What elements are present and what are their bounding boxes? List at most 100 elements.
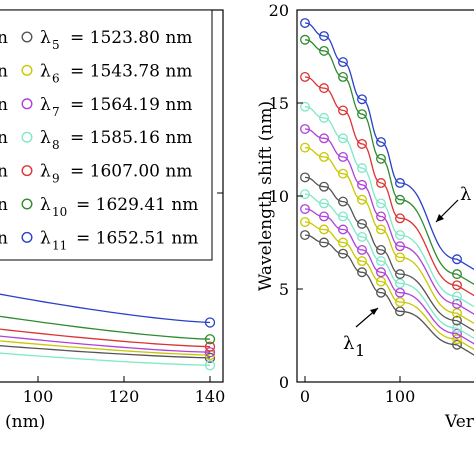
right-data-point-10 [319, 45, 329, 56]
right-data-point-6 [338, 168, 348, 179]
legend-value-8: = 1585.16 nm [70, 128, 192, 148]
legend-sub-10: 10 [52, 205, 67, 219]
right-data-point-9 [300, 72, 310, 82]
legend-sub-7: 7 [52, 105, 60, 119]
left-series-line-8 [0, 352, 211, 366]
right-data-point-4 [376, 256, 386, 267]
right-data-point-8 [357, 163, 367, 174]
right-data-point-11 [357, 94, 367, 105]
right-data-point-6 [357, 194, 367, 205]
right-data-point-8 [395, 230, 405, 241]
right-y-tick-label: 0 [279, 373, 289, 392]
right-x-ticks: 0 100 [300, 376, 415, 406]
right-data-point-4 [300, 189, 310, 200]
right-data-point-10 [338, 72, 348, 82]
right-data-point-5 [376, 244, 386, 255]
right-data-point-11 [338, 57, 348, 68]
legend-sub-6: 6 [52, 71, 60, 85]
legend-marker-11 [21, 231, 33, 243]
right-data-point-8 [319, 112, 329, 123]
left-series-line-5 [0, 345, 211, 359]
right-y-tick-label: 20 [269, 1, 289, 20]
right-data-point-2 [452, 334, 462, 345]
annotation-lambda-1: λ 1 [343, 307, 379, 360]
right-data-point-7 [300, 124, 310, 134]
left-series-line-9 [0, 328, 211, 348]
left-series-line-11 [0, 293, 211, 324]
left-x-tick-label: 120 [109, 387, 140, 406]
legend-sub-11: 11 [52, 238, 67, 252]
right-data-point-8 [338, 133, 348, 144]
right-x-tick-label: 100 [385, 387, 416, 406]
right-data-point-2 [319, 224, 329, 235]
right-series-line-11 [304, 22, 474, 271]
right-data-point-9 [452, 280, 462, 291]
legend-value-7: = 1564.19 nm [70, 95, 192, 115]
right-data-point-1 [319, 237, 329, 248]
legend-sub-8: 8 [52, 138, 60, 152]
right-data-point-1 [452, 339, 462, 350]
annotation-lambda-11: λ [435, 184, 471, 223]
left-x-axis-label: (nm) [5, 412, 45, 432]
right-data-point-1 [376, 287, 386, 298]
legend-value-5: = 1523.80 nm [70, 28, 192, 48]
right-data-point-11 [319, 31, 329, 41]
right-data-point-4 [319, 198, 329, 209]
legend-marker-9 [21, 165, 33, 177]
left-data-point-11 [204, 317, 216, 328]
legend-value-9: = 1607.00 nm [70, 162, 192, 182]
right-data-point-11 [376, 137, 386, 148]
right-data-point-3 [452, 328, 462, 339]
left-data-point-7 [204, 347, 216, 358]
right-x-tick-label: 0 [300, 387, 310, 406]
right-data-point-5 [357, 218, 367, 229]
right-data-point-6 [395, 252, 405, 263]
right-series-line-1 [304, 234, 474, 356]
legend-label-9: λ [40, 162, 51, 182]
right-series-line-7 [304, 128, 474, 315]
right-data-point-6 [319, 151, 329, 162]
right-data-point-3 [338, 224, 348, 235]
annotation-lambda-11-text: λ [460, 184, 471, 205]
annotation-lambda-1-sub: 1 [355, 341, 365, 360]
right-data-point-8 [376, 198, 386, 209]
right-y-tick-label: 15 [269, 94, 289, 113]
left-series-line-6 [0, 340, 211, 356]
legend-sub-5: 5 [52, 38, 60, 52]
right-data-point-1 [338, 248, 348, 259]
right-data-point-7 [319, 133, 329, 144]
right-data-point-8 [452, 291, 462, 302]
right-data-point-10 [452, 269, 462, 280]
right-data-point-6 [376, 224, 386, 235]
left-x-ticks: 100 120 140 [23, 192, 226, 406]
legend-label-8: λ [40, 128, 51, 148]
right-data-point-8 [300, 101, 310, 112]
right-series-line-9 [304, 76, 474, 297]
right-data-point-2 [357, 256, 367, 267]
right-data-point-5 [395, 269, 405, 280]
legend-label-11: λ [40, 228, 51, 248]
right-data-point-11 [300, 18, 310, 28]
right-data-point-4 [357, 231, 367, 242]
right-data-point-5 [300, 172, 310, 183]
legend-sub-9: 9 [52, 172, 60, 186]
annotation-arrowhead-lambda-1 [370, 308, 378, 315]
right-series-line-6 [304, 146, 474, 325]
legend-box [0, 9, 213, 261]
right-data-point-9 [357, 138, 367, 149]
legend-prev-column-fragment: n [0, 195, 8, 215]
right-data-point-10 [357, 109, 367, 120]
right-data-point-2 [338, 237, 348, 248]
legend-prev-column-fragment: n [0, 162, 8, 182]
left-x-tick-label: 140 [195, 387, 226, 406]
right-series-line-2 [304, 221, 474, 351]
legend-label-5: λ [40, 28, 51, 48]
left-data-point-5 [204, 352, 216, 363]
right-y-ticks: 0 5 10 15 20 [269, 1, 303, 392]
right-y-tick-label: 10 [269, 187, 289, 206]
right-data-point-7 [452, 298, 462, 309]
legend-label-6: λ [40, 61, 51, 81]
right-data-point-2 [395, 297, 405, 307]
